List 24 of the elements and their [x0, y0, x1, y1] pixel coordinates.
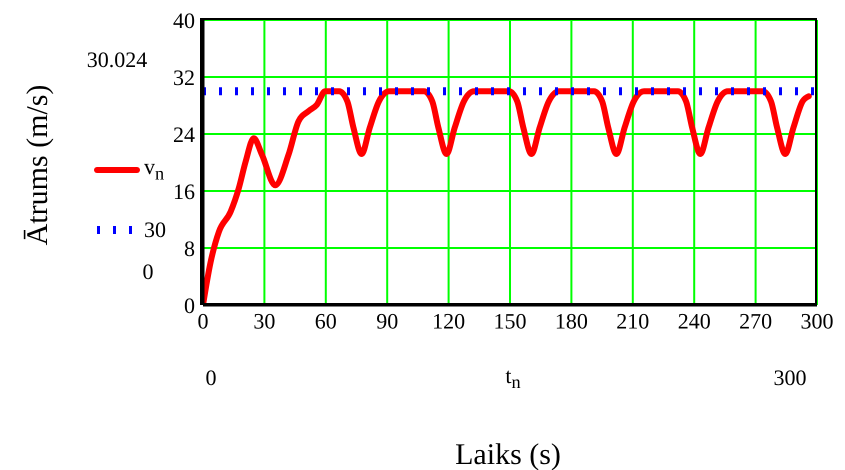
- y-tick-label: 24: [173, 122, 195, 147]
- x-tick-label: 30: [253, 308, 276, 334]
- text: t$_{n}$: [505, 362, 521, 394]
- y-tick-label: 0: [184, 292, 195, 318]
- y-tick-label: 32: [173, 64, 195, 90]
- text: 300: [774, 365, 806, 391]
- legend-label: 30: [144, 217, 166, 242]
- y-axis-title: Ātrums (m/s): [21, 84, 55, 246]
- x-tick-label: 180: [554, 308, 588, 334]
- x-tick-label: 300: [800, 308, 834, 334]
- text: 0: [206, 365, 216, 391]
- y-tick-label: 40: [173, 8, 195, 33]
- x-tick-label: 270: [739, 308, 772, 334]
- y-tick-label: 8: [184, 236, 195, 261]
- x-tick-label: 240: [678, 308, 711, 334]
- x-tick-label: 210: [616, 308, 650, 334]
- x-tick-label: 60: [314, 308, 337, 334]
- text: 0: [142, 259, 154, 285]
- text: 30.024: [86, 47, 148, 73]
- legend-label: v$_{n}$: [144, 154, 164, 184]
- y-tick-label: 16: [173, 178, 195, 204]
- x-tick-label: 150: [494, 308, 526, 334]
- x-tick-label: 120: [432, 308, 466, 334]
- x-tick-label: 90: [376, 308, 398, 334]
